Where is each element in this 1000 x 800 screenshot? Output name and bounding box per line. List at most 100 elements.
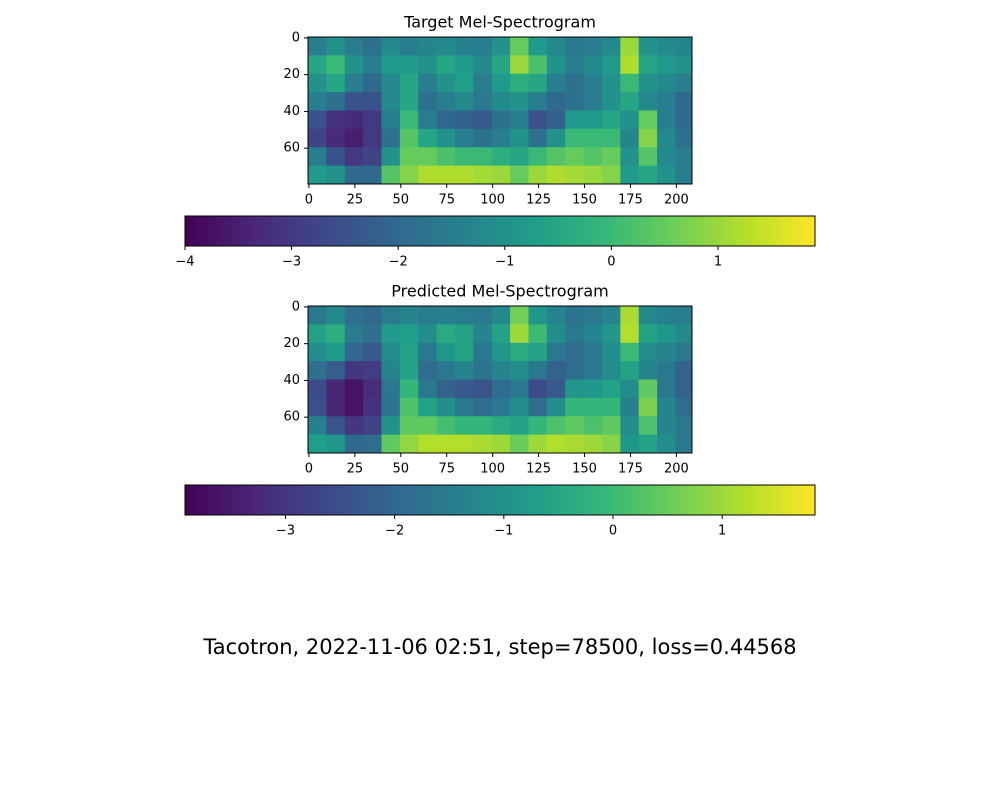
heatmap-cell [363,73,382,93]
colorbar-tick-label: −2 [385,524,404,539]
heatmap-cell [638,37,658,56]
heatmap-cells [308,306,693,454]
heatmap-cell [454,92,474,111]
heatmap-cell [638,324,658,344]
heatmap-cell [491,306,511,325]
heatmap-cell [344,361,364,380]
heatmap-cell [363,342,382,362]
heatmap-cell [565,147,584,167]
heatmap-cell [344,397,364,417]
heatmap-cell [436,434,456,454]
heatmap-cell [436,128,456,148]
heatmap-cell [399,147,419,167]
heatmap-cell [601,397,621,417]
heatmap-cell [436,342,456,362]
heatmap-cell [675,37,693,56]
heatmap-cell [657,342,676,362]
y-tick-label: 40 [283,104,300,119]
heatmap-cell [491,147,511,167]
heatmap-cell [418,128,438,148]
heatmap-cell [565,37,584,56]
x-tick-label: 100 [480,193,505,208]
heatmap-cell [326,165,346,185]
heatmap-cell [620,55,640,75]
heatmap-cell [675,361,693,380]
heatmap-cell [344,110,364,130]
heatmap-cell [601,361,621,380]
heatmap-cell [491,361,511,380]
heatmap-cell [675,306,693,325]
heatmap-cell [344,92,364,111]
heatmap-cell [344,324,364,344]
heatmap-cell [675,92,693,111]
heatmap-cell [638,342,658,362]
heatmap-cell [528,55,548,75]
heatmap-cell [308,73,327,93]
heatmap-cell [546,92,566,111]
heatmap-cell [620,37,640,56]
heatmap-cell [326,324,346,344]
heatmap-cell [583,92,603,111]
heatmap-cell [381,342,401,362]
heatmap-cell [381,37,401,56]
heatmap-cell [546,434,566,454]
heatmap-cell [657,397,676,417]
heatmap-cell [418,147,438,167]
heatmap-cell [583,324,603,344]
heatmap-cell [399,37,419,56]
y-tick-label: 0 [292,30,300,45]
heatmap-cell [546,55,566,75]
heatmap-cell [308,110,327,130]
heatmap-cell [601,92,621,111]
heatmap-cell [620,416,640,436]
heatmap-cell [381,92,401,111]
heatmap-cell [583,361,603,380]
heatmap-cell [657,434,676,454]
heatmap-cell [344,306,364,325]
x-tick-label: 125 [526,193,551,208]
heatmap-cell [528,416,548,436]
x-tick-label: 150 [572,462,597,477]
x-tick-label: 50 [393,462,410,477]
heatmap-cell [528,361,548,380]
heatmap-cell [675,147,693,167]
heatmap-cell [308,379,327,399]
heatmap-cell [565,110,584,130]
heatmap-cell [528,324,548,344]
heatmap-cell [418,110,438,130]
heatmap-cell [565,379,584,399]
heatmap-cell [363,147,382,167]
heatmap-cell [601,379,621,399]
chart-title: Target Mel-Spectrogram [403,13,596,32]
heatmap-cell [326,37,346,56]
heatmap-cell [583,416,603,436]
heatmap-cell [546,73,566,93]
heatmap-cell [473,128,493,148]
heatmap-cell [565,324,584,344]
heatmap-cell [491,342,511,362]
heatmap-cell [510,416,529,436]
heatmap-cell [583,306,603,325]
heatmap-cell [381,55,401,75]
heatmap-cell [583,397,603,417]
heatmap-cell [418,379,438,399]
heatmap-cell [381,324,401,344]
colorbar [184,215,816,247]
heatmap-cell [326,342,346,362]
heatmap-cell [436,361,456,380]
heatmap-cell [528,147,548,167]
heatmap-cell [620,434,640,454]
heatmap-cell [546,324,566,344]
heatmap-cell [399,342,419,362]
heatmap-cell [491,416,511,436]
heatmap-cell [326,361,346,380]
heatmap-cell [583,110,603,130]
heatmap-cell [473,379,493,399]
heatmap-cell [657,324,676,344]
heatmap-cell [326,110,346,130]
heatmap-cell [565,397,584,417]
heatmap-cell [601,128,621,148]
heatmap-cell [436,147,456,167]
colorbar-tick-label: −1 [494,524,513,539]
heatmap-cell [454,55,474,75]
